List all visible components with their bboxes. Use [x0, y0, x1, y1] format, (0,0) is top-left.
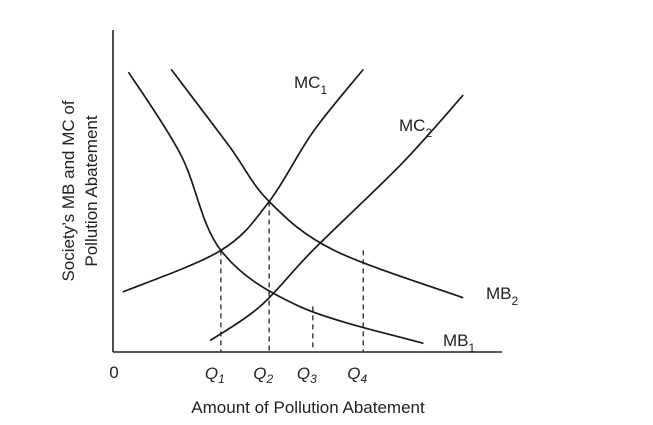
q-labels: Q1 Q2 Q3 Q4 — [205, 364, 368, 386]
q3-label: Q3 — [297, 364, 317, 386]
q4-label: Q4 — [347, 364, 367, 386]
axes — [112, 30, 502, 353]
mc2-label: MC2 — [399, 116, 432, 140]
q2-label: Q2 — [253, 364, 273, 386]
y-axis-title: Society’s MB and MC of Pollution Abateme… — [59, 100, 101, 281]
mb2-curve — [170, 68, 464, 299]
reference-lines — [220, 201, 364, 352]
mc2-curve — [209, 94, 464, 342]
x-axis-title: Amount of Pollution Abatement — [191, 398, 425, 417]
mb1-label: MB1 — [443, 331, 476, 355]
y-axis-title-line-2: Pollution Abatement — [82, 115, 101, 266]
curves — [122, 68, 464, 345]
y-axis-title-line-1: Society’s MB and MC of — [59, 100, 78, 281]
origin-label: 0 — [109, 363, 118, 382]
curve-labels: MC1 MC2 MB1 MB2 — [294, 73, 519, 355]
mc1-label: MC1 — [294, 73, 327, 97]
mc1-curve — [122, 68, 364, 293]
mb2-label: MB2 — [486, 284, 519, 308]
mb1-curve — [127, 71, 424, 345]
q1-label: Q1 — [205, 364, 225, 386]
